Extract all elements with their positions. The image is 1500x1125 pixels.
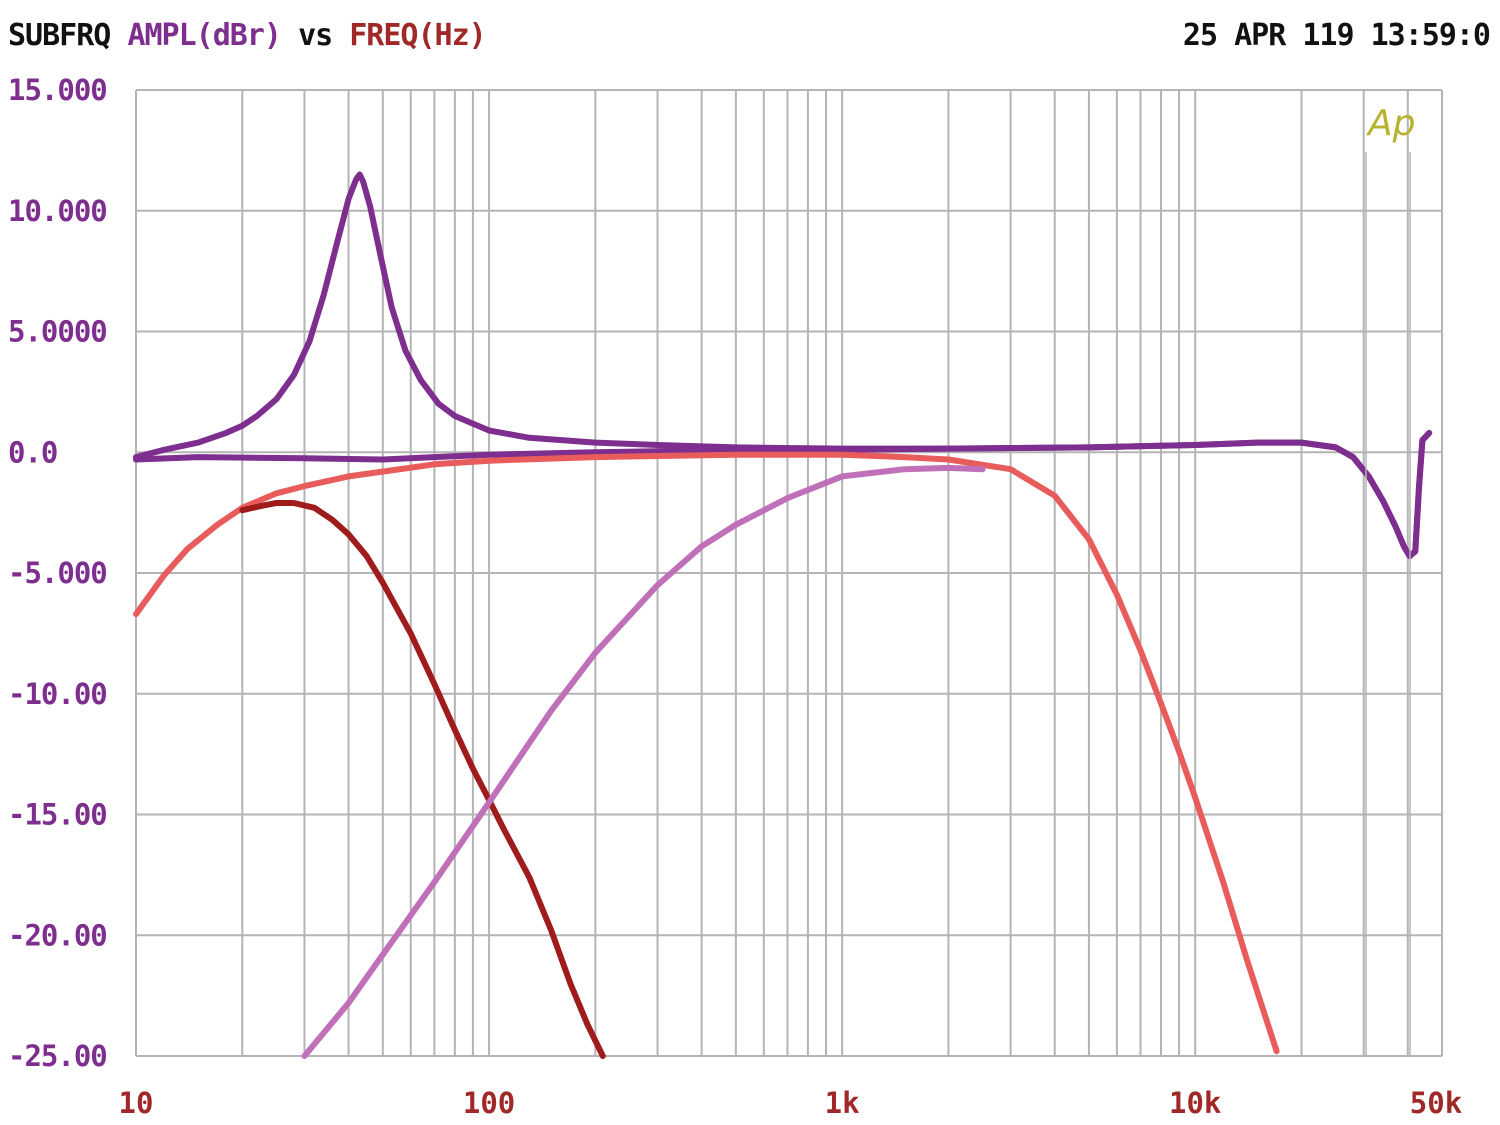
grid <box>135 89 1443 1057</box>
chart-header: SUBFRQ AMPL(dBr) vs FREQ(Hz) <box>8 18 487 53</box>
series-line-3 <box>133 451 1280 1055</box>
series-group <box>133 171 1433 1059</box>
timestamp: 25 APR 119 13:59:0 <box>1182 18 1491 53</box>
vs-label: vs <box>298 18 333 53</box>
y-tick-label: -20.00 <box>8 918 107 952</box>
y-tick-label: 5.0000 <box>8 315 107 349</box>
x-tick-labels: 10 100 1k 10k 50k <box>119 1086 1463 1120</box>
x-tick-label: 10 <box>119 1086 154 1120</box>
x-tick-label: 100 <box>463 1086 515 1120</box>
y-tick-label: -10.00 <box>8 677 107 711</box>
x-tick-label: 50k <box>1410 1086 1462 1120</box>
y-axis-label: AMPL(dBr) <box>127 18 282 53</box>
ap-logo: Ap <box>1365 103 1415 1056</box>
y-tick-label: 0.0 <box>8 435 57 469</box>
y-tick-label: 15.000 <box>8 73 107 107</box>
x-tick-label: 10k <box>1169 1086 1221 1120</box>
x-tick-label: 1k <box>825 1086 860 1120</box>
y-tick-label: -25.00 <box>8 1039 107 1073</box>
y-tick-labels: 15.000 10.000 5.0000 0.0 -5.000 -10.00 -15.00 -… <box>8 73 108 1073</box>
y-tick-label: -5.000 <box>8 556 107 590</box>
series-line-4 <box>239 500 606 1059</box>
ap-logo-text: Ap <box>1366 103 1415 144</box>
x-axis-label: FREQ(Hz) <box>349 18 486 53</box>
series-line-5 <box>301 464 986 1059</box>
title-prefix: SUBFRQ <box>8 18 111 53</box>
y-tick-label: -15.00 <box>8 798 107 832</box>
y-tick-label: 10.000 <box>8 194 107 228</box>
